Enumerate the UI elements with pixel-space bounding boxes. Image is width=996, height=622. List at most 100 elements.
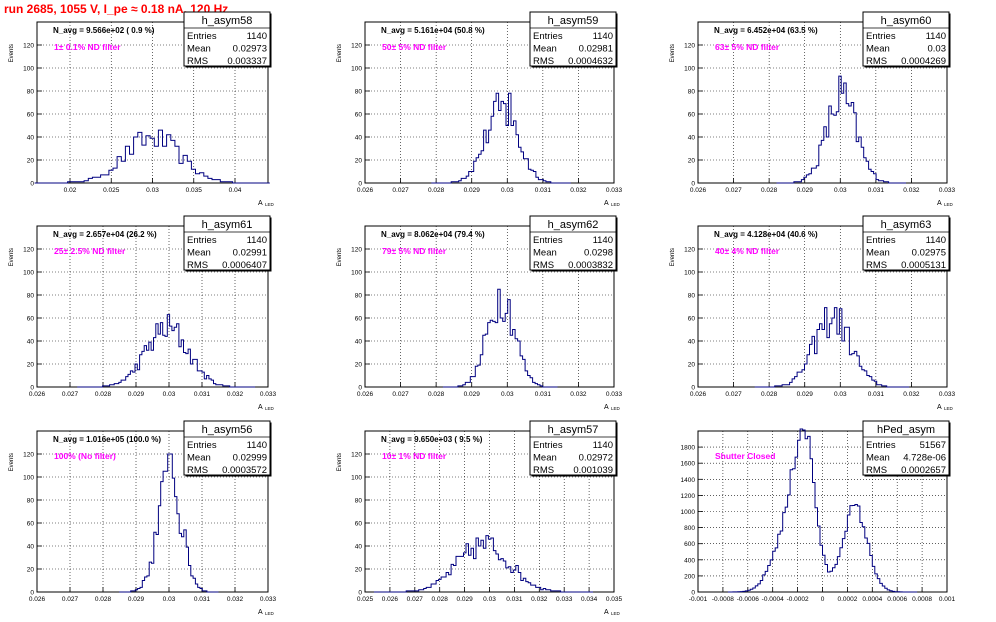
histogram-line <box>119 453 219 593</box>
x-tick-label: 0.026 <box>382 596 399 603</box>
x-tick-label: 0.027 <box>725 187 742 194</box>
y-tick-label: 60 <box>355 316 363 323</box>
x-tick-label: 0.001 <box>939 596 956 603</box>
filter-label: 25± 2.5% ND filter <box>54 246 126 256</box>
filter-label: 63± 5% ND filter <box>715 42 780 52</box>
y-tick-label: 80 <box>27 293 35 300</box>
n-avg-label: N_avg = 2.657e+04 (26.2 %) <box>53 230 157 239</box>
y-tick-label: 20 <box>355 158 363 165</box>
y-axis-label: Events <box>670 44 676 62</box>
x-tick-label: 0.031 <box>868 187 885 194</box>
x-tick-label: 0.029 <box>456 596 473 603</box>
stats-value: 0.0298 <box>584 248 613 259</box>
x-axis-label: A <box>258 609 263 616</box>
filter-label: 40± 4% ND filter <box>715 246 780 256</box>
x-axis-label-sub: LED <box>944 202 954 207</box>
stats-title: h_asym62 <box>548 219 599 231</box>
stats-value: 0.02981 <box>579 44 613 55</box>
stats-value: 1140 <box>247 235 267 246</box>
stats-key: RMS <box>187 260 208 271</box>
y-tick-label: 0 <box>358 181 362 188</box>
histogram-pad-h_asym60: 0.026 0.027 0.028 0.029 0.03 0.031 0.032 0.033 0… <box>670 11 956 207</box>
stats-value: 0.02972 <box>579 453 613 464</box>
stats-value: 0.02991 <box>233 248 267 259</box>
stats-key: RMS <box>866 260 887 271</box>
y-tick-label: 60 <box>355 112 363 119</box>
x-axis-label: A <box>604 609 609 616</box>
stats-value: 0.02973 <box>233 44 267 55</box>
x-tick-label: 0.02 <box>64 187 77 194</box>
y-tick-label: 0 <box>30 590 34 597</box>
stats-title: h_asym60 <box>881 15 932 27</box>
y-tick-label: 100 <box>351 66 362 73</box>
x-tick-label: 0.029 <box>797 391 814 398</box>
x-tick-label: 0.029 <box>128 391 145 398</box>
histogram-pad-h_asym59: 0.026 0.027 0.028 0.029 0.03 0.031 0.032 0.033 0… <box>337 11 623 207</box>
x-tick-label: 0.04 <box>229 187 242 194</box>
stats-value: 0.02999 <box>233 453 267 464</box>
stats-value: 0.0003832 <box>568 260 613 271</box>
x-tick-label: 0.034 <box>581 596 598 603</box>
x-tick-label: 0.03 <box>483 596 496 603</box>
x-tick-label: 0.031 <box>535 187 552 194</box>
y-tick-label: 80 <box>688 89 696 96</box>
y-tick-label: 20 <box>27 158 35 165</box>
y-axis-label: Events <box>9 248 15 266</box>
stats-box <box>529 215 617 271</box>
y-tick-label: 120 <box>23 247 34 254</box>
stats-key: Entries <box>533 31 563 42</box>
stats-key: Mean <box>533 453 557 464</box>
x-tick-label: -0.001 <box>689 596 708 603</box>
x-axis-label: A <box>604 404 609 411</box>
histogram-line <box>727 428 918 593</box>
stats-value: 0.0003572 <box>222 465 267 476</box>
stats-value: 1140 <box>926 31 946 42</box>
x-tick-label: 0.027 <box>407 596 424 603</box>
x-tick-label: 0.0004 <box>862 596 882 603</box>
x-axis-label: A <box>937 200 942 207</box>
y-axis-label: Events <box>337 453 343 471</box>
x-tick-label: 0.026 <box>29 391 46 398</box>
histogram-pad-h_asym57: 0.025 0.026 0.027 0.028 0.029 0.03 0.031 0.032 0… <box>337 420 623 616</box>
y-tick-label: 40 <box>688 339 696 346</box>
stats-key: RMS <box>866 465 887 476</box>
stats-key: Mean <box>187 453 211 464</box>
y-tick-label: 0 <box>30 181 34 188</box>
x-tick-label: 0.028 <box>428 391 445 398</box>
y-tick-label: 120 <box>23 43 34 50</box>
stats-title: h_asym58 <box>202 15 253 27</box>
stats-value: 0.0002657 <box>901 465 946 476</box>
y-tick-label: 40 <box>355 135 363 142</box>
x-tick-label: 0.027 <box>62 391 79 398</box>
x-tick-label: 0.032 <box>227 391 244 398</box>
n-avg-label: N_avg = 8.062e+04 (79.4 %) <box>381 230 485 239</box>
stats-value: 0.0006407 <box>222 260 267 271</box>
x-tick-label: 0.032 <box>903 391 920 398</box>
x-tick-label: 0.033 <box>556 596 573 603</box>
y-tick-label: 0 <box>358 590 362 597</box>
x-tick-label: 0.03 <box>501 187 514 194</box>
y-axis-label: Events <box>337 248 343 266</box>
y-tick-label: 40 <box>355 339 363 346</box>
x-axis-label: A <box>258 404 263 411</box>
stats-value: 1140 <box>247 31 267 42</box>
y-tick-label: 0 <box>30 385 34 392</box>
stats-value: 0.03 <box>928 44 947 55</box>
stats-key: Entries <box>533 235 563 246</box>
stats-title: h_asym59 <box>548 15 599 27</box>
x-tick-label: 0 <box>821 596 825 603</box>
stats-key: RMS <box>187 465 208 476</box>
histogram-line <box>431 92 571 184</box>
y-tick-label: 200 <box>684 573 695 580</box>
x-tick-label: 0.028 <box>95 391 112 398</box>
y-tick-label: 60 <box>27 521 35 528</box>
stats-box <box>862 11 950 67</box>
stats-key: Entries <box>866 31 896 42</box>
y-tick-label: 1800 <box>681 445 696 452</box>
stats-title: h_asym61 <box>202 219 253 231</box>
plot-frame <box>697 21 948 184</box>
stats-title: hPed_asym <box>877 424 935 436</box>
stats-box <box>862 215 950 271</box>
histogram-pad-h_asym58: 0.02 0.025 0.03 0.035 0.04 0 20 40 60 80 100 120 Eve… <box>9 11 275 207</box>
y-tick-label: 600 <box>684 541 695 548</box>
